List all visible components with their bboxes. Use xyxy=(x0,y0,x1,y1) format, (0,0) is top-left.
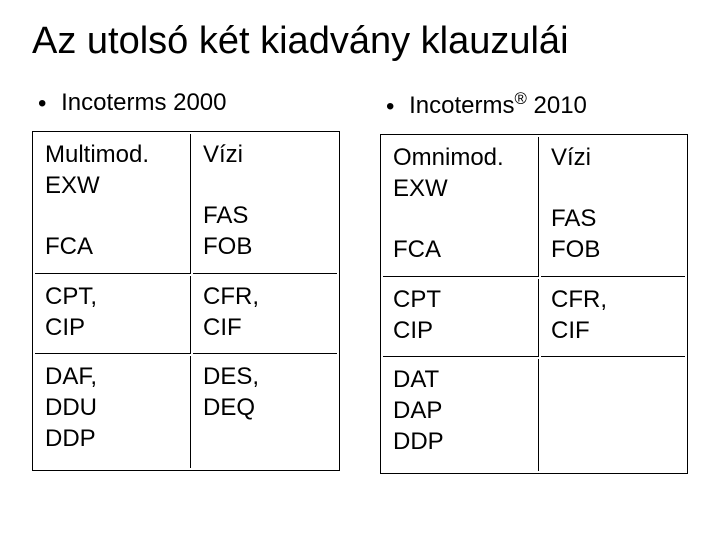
right-heading: • Incoterms® 2010 xyxy=(380,89,688,120)
table-row: Omnimod.EXW FCA Vízi FASFOB xyxy=(383,137,685,277)
right-heading-prefix: Incoterms xyxy=(409,92,514,119)
table-row: DATDAPDDP xyxy=(383,359,685,471)
cell-left-daf: DAF,DDUDDP xyxy=(35,356,191,468)
table-row: Multimod.EXW FCA Vízi FASFOB xyxy=(35,134,337,274)
cell-right-dat: DATDAPDDP xyxy=(383,359,539,471)
left-column: • Incoterms 2000 Multimod.EXW FCA Vízi F… xyxy=(32,89,340,474)
left-heading: • Incoterms 2000 xyxy=(32,89,340,117)
left-table: Multimod.EXW FCA Vízi FASFOB CPT,CIP CFR… xyxy=(32,131,340,471)
cell-right-cfr: CFR,CIF xyxy=(541,279,685,357)
left-heading-prefix: Incoterms xyxy=(61,89,173,116)
cell-left-vizi: Vízi FASFOB xyxy=(193,134,337,274)
table-row: CPTCIP CFR,CIF xyxy=(383,279,685,357)
table-row: CPT,CIP CFR,CIF xyxy=(35,276,337,354)
right-heading-year: 2010 xyxy=(527,92,587,119)
bullet-icon: • xyxy=(38,92,46,116)
right-column: • Incoterms® 2010 Omnimod.EXW FCA Vízi F… xyxy=(380,89,688,474)
cell-right-cpt: CPTCIP xyxy=(383,279,539,357)
left-heading-year: 2000 xyxy=(173,89,226,116)
right-table: Omnimod.EXW FCA Vízi FASFOB CPTCIP CFR,C… xyxy=(380,134,688,474)
registered-icon: ® xyxy=(514,89,526,108)
bullet-icon: • xyxy=(386,95,394,119)
cell-left-des: DES,DEQ xyxy=(193,356,337,468)
slide-title: Az utolsó két kiadvány klauzulái xyxy=(32,20,688,63)
two-column-layout: • Incoterms 2000 Multimod.EXW FCA Vízi F… xyxy=(32,89,688,474)
cell-left-cfr: CFR,CIF xyxy=(193,276,337,354)
table-row: DAF,DDUDDP DES,DEQ xyxy=(35,356,337,468)
cell-left-multimod: Multimod.EXW FCA xyxy=(35,134,191,274)
cell-right-vizi: Vízi FASFOB xyxy=(541,137,685,277)
cell-left-cpt: CPT,CIP xyxy=(35,276,191,354)
cell-right-omnimod: Omnimod.EXW FCA xyxy=(383,137,539,277)
cell-right-empty xyxy=(541,359,685,471)
